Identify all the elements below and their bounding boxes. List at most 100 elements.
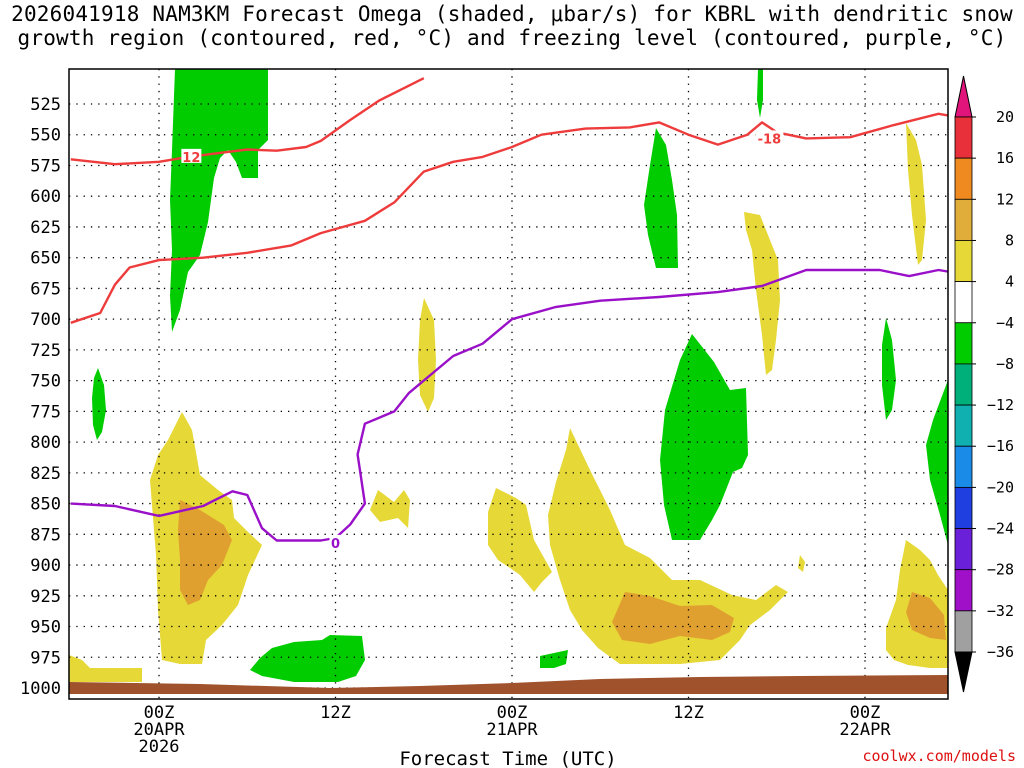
y-tick-label: 1000 [20, 679, 61, 699]
y-tick-label: 725 [30, 341, 61, 361]
colorbar-segment [954, 240, 973, 283]
colorbar-label: −20 [987, 478, 1014, 496]
y-tick-label: 600 [30, 187, 61, 207]
omega-region-upward-2 [92, 368, 106, 440]
contour-line-2 [70, 268, 948, 542]
colorbar-segment [954, 322, 973, 365]
contour-label: 0 [331, 537, 340, 552]
x-gridlines [158, 69, 866, 699]
colorbar-segment [954, 157, 973, 200]
colorbar-segment [954, 569, 973, 612]
omega-region-downward-7 [906, 123, 926, 265]
y-tick-label: 900 [30, 556, 61, 576]
contour-label-bg [755, 130, 784, 145]
omega-region-upward-4 [660, 334, 748, 540]
plot-frame [68, 68, 949, 700]
y-axis-labels: 525 550 575 600 625 650 675 700 725 750 775 800 825 8… [20, 95, 61, 699]
colorbar-label: −32 [987, 602, 1014, 620]
y-gridlines [69, 103, 948, 689]
chart-title: 2026041918 NAM3KM Forecast Omega (shaded… [0, 2, 1024, 50]
contour-label: 12 [182, 151, 200, 166]
colorbar-segment [954, 610, 973, 653]
contour-lines: -18 12 0 [70, 77, 948, 552]
colorbar-segment [954, 445, 973, 488]
omega-region-upward-8 [926, 380, 948, 545]
x-tick-label: 00Z [497, 703, 528, 723]
colorbar-top-arrow [954, 75, 973, 118]
colorbar-label: −24 [987, 520, 1014, 538]
x-tick-label: 00Z [850, 703, 881, 723]
colorbar-label: −28 [987, 561, 1014, 579]
omega-region-downward-6 [744, 212, 780, 375]
omega-region-downward-9 [69, 655, 142, 682]
colorbar-segment [954, 281, 973, 324]
colorbar-segment [954, 528, 973, 571]
y-tick-label: 550 [30, 126, 61, 146]
omega-region-downward-4 [488, 488, 552, 592]
contour-label-bg [181, 148, 202, 163]
x-tick-label: 21APR [486, 720, 538, 740]
y-tick-label: 525 [30, 95, 61, 115]
credit-link[interactable]: coolwx.com/models [862, 747, 1016, 765]
omega-region-strong-downward-1 [178, 500, 232, 605]
y-tick-label: 700 [30, 310, 61, 330]
y-tick-label: 575 [30, 156, 61, 176]
y-tick-label: 925 [30, 587, 61, 607]
y-tick-label: 850 [30, 495, 61, 515]
colorbar-label: −16 [987, 437, 1014, 455]
x-tick-label: 00Z [144, 703, 175, 723]
omega-region-upward-3 [644, 128, 678, 268]
colorbar-label: −12 [987, 396, 1014, 414]
omega-region-upward-7 [882, 318, 896, 420]
y-tick-label: 625 [30, 218, 61, 238]
omega-region-upward-1 [170, 69, 268, 332]
y-tick-label: 650 [30, 249, 61, 269]
omega-region-downward-5 [548, 428, 788, 664]
x-tick-label: 22APR [839, 720, 891, 740]
colorbar: 20 16 12 8 4 −4 −8 −12 −16 −20 −24 −28 −32 −36 [954, 75, 1014, 693]
x-tick-label: 12Z [320, 703, 351, 723]
contour-label-bg [329, 534, 342, 549]
omega-region-strong-downward-2 [612, 592, 734, 644]
contour-label: -18 [758, 132, 782, 147]
omega-region-upward-5 [250, 635, 365, 682]
colorbar-segment [954, 486, 973, 529]
colorbar-label: 4 [1005, 273, 1014, 291]
omega-region-downward-2 [418, 298, 436, 412]
omega-region-upward-6 [540, 650, 568, 668]
colorbar-label: −8 [996, 355, 1014, 373]
omega-region-upward-9 [757, 69, 763, 118]
omega-shading [69, 69, 948, 682]
colorbar-bottom-arrow [954, 651, 973, 693]
omega-region-downward-10 [798, 555, 805, 572]
x-tick-label: 2026 [139, 737, 180, 757]
ground-surface [69, 675, 948, 694]
omega-region-downward-3 [370, 490, 410, 528]
colorbar-segment [954, 404, 973, 447]
colorbar-label: −36 [987, 643, 1014, 661]
colorbar-label: −4 [996, 314, 1014, 332]
title-line-1: 2026041918 NAM3KM Forecast Omega (shaded… [11, 2, 1013, 26]
contour-line-1 [70, 112, 948, 324]
y-tick-label: 750 [30, 372, 61, 392]
colorbar-label: 8 [1005, 231, 1014, 249]
y-tick-label: 800 [30, 433, 61, 453]
colorbar-label: 12 [996, 190, 1014, 208]
colorbar-segment [954, 198, 973, 241]
omega-region-strong-downward-3 [906, 592, 946, 640]
y-tick-label: 950 [30, 618, 61, 638]
y-tick-label: 975 [30, 648, 61, 668]
x-tick-label: 12Z [673, 703, 704, 723]
title-line-2: growth region (contoured, red, °C) and f… [17, 26, 1007, 50]
colorbar-label: 20 [996, 108, 1014, 126]
contour-line-0 [70, 77, 425, 166]
y-tick-label: 675 [30, 279, 61, 299]
y-tick-label: 875 [30, 525, 61, 545]
x-axis-title: Forecast Time (UTC) [399, 748, 616, 768]
colorbar-segment [954, 363, 973, 406]
x-tick-label: 20APR [133, 720, 185, 740]
colorbar-label: 16 [996, 149, 1014, 167]
colorbar-segment [954, 116, 973, 159]
